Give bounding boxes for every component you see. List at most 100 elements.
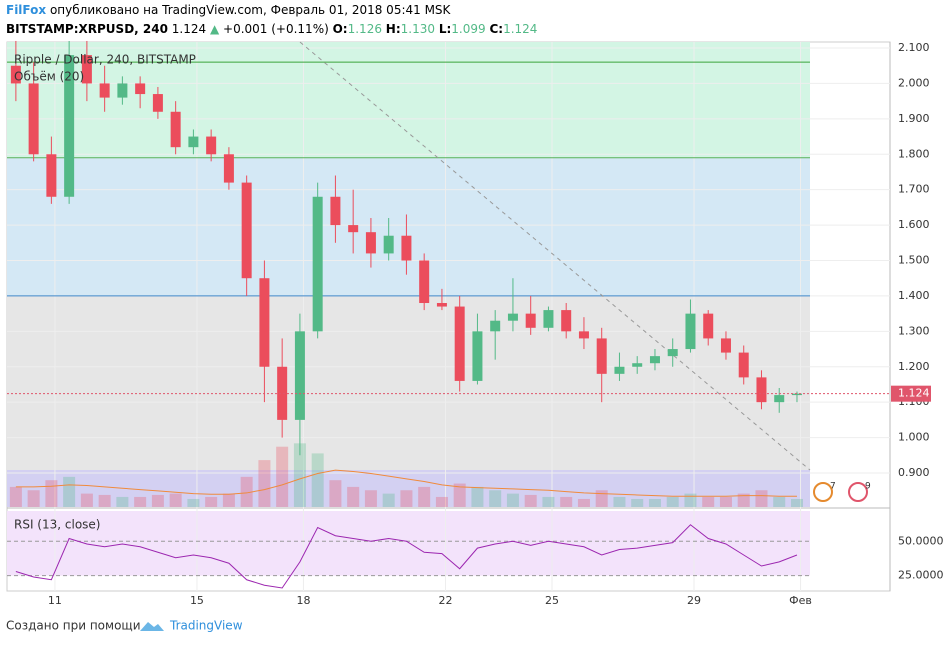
volume-bar (293, 443, 306, 507)
candle-body (46, 154, 57, 197)
candle-body (312, 196, 323, 332)
y-tick-label: 0.900 (898, 466, 930, 479)
footer-brand[interactable]: TradingView (169, 619, 243, 633)
volume-bar (311, 453, 324, 507)
candle-body (454, 306, 465, 381)
candle-body (135, 83, 146, 95)
volume-bar (364, 490, 377, 507)
volume-bar (222, 493, 235, 507)
tv-logo (140, 622, 164, 631)
y-tick-label: 1.200 (898, 360, 930, 373)
volume-bar (9, 486, 22, 507)
x-tick-label: 11 (48, 594, 62, 607)
ohlc-line: BITSTAMP:XRPUSD, 240 1.124 ▲ +0.001 (+0.… (6, 22, 537, 36)
l: 1.099 (451, 22, 486, 36)
candle-body (436, 303, 447, 307)
candle-body (259, 278, 270, 367)
candle-body (223, 154, 234, 183)
y-tick-label: 1.600 (898, 218, 930, 231)
volume-bar (205, 496, 218, 507)
x-tick-label: Фев (789, 594, 812, 607)
candle-body (10, 65, 21, 84)
chart-title: Ripple / Dollar, 240, BITSTAMP (14, 53, 196, 67)
plot-frame (6, 41, 891, 592)
zone-middle (7, 157, 810, 296)
c: 1.124 (503, 22, 538, 36)
candle-body (64, 55, 75, 197)
candle-body (507, 313, 518, 321)
candle-body (277, 366, 288, 420)
candle-body (241, 182, 252, 279)
candle-body (720, 338, 731, 353)
o: 1.126 (347, 22, 382, 36)
candle-body (330, 196, 341, 226)
volume-bar (506, 493, 519, 507)
candle-body (632, 363, 643, 367)
candle-body (472, 331, 483, 381)
y-tick-label: 1.000 (898, 431, 930, 444)
y-tick-label: 1.500 (898, 254, 930, 267)
last-price-box (891, 385, 931, 402)
volume-bar (347, 486, 360, 507)
change: +0.001 (+0.11%) (223, 22, 329, 36)
volume-bar (453, 483, 466, 507)
volume-bar (560, 496, 573, 507)
volume-bar (577, 498, 590, 507)
zone-lower (7, 295, 810, 470)
volume-bar (151, 494, 164, 507)
candle-body (401, 235, 412, 261)
price: 1.124 (171, 22, 207, 36)
rsi-title: RSI (13, close) (14, 518, 100, 532)
volume-bar (27, 490, 40, 507)
rsi-tick-label: 25.0000 (898, 569, 944, 582)
publish-line: FilFox опубликовано на TradingView.com, … (6, 3, 450, 17)
y-tick-label: 2.000 (898, 76, 930, 89)
volume-bar (63, 476, 76, 507)
volume-bar (542, 496, 555, 507)
volume-bar (471, 486, 484, 507)
volume-bar (684, 493, 697, 507)
y-tick-label: 1.800 (898, 147, 930, 160)
volume-bar (116, 496, 129, 507)
l-label: L: (438, 22, 452, 36)
h: 1.130 (400, 22, 435, 36)
volume-bar (329, 480, 342, 507)
candle-body (188, 136, 199, 148)
h-label: H: (385, 22, 401, 36)
volume-bar (631, 498, 644, 507)
volume-bar (240, 476, 253, 507)
event-count: 7 (830, 482, 836, 492)
volume-title: Объём (20) (14, 70, 84, 84)
volume-bar (719, 496, 732, 507)
trend-line (299, 41, 811, 471)
volume-bar (418, 486, 431, 507)
volume-bar (134, 496, 147, 507)
rsi-tick-label: 50.0000 (898, 534, 944, 547)
candle-body (81, 55, 92, 84)
volume-bar (790, 498, 803, 507)
event-count: 9 (865, 482, 871, 492)
volume-bar (648, 498, 661, 507)
candle-body (28, 83, 39, 155)
volume-bar (80, 493, 93, 507)
candle-body (99, 83, 110, 98)
candle-body (703, 313, 714, 339)
candle-body (667, 349, 678, 357)
x-tick-label: 22 (438, 594, 452, 607)
candle-body (170, 111, 181, 148)
volume-bar (258, 460, 271, 507)
event-badge[interactable] (813, 482, 833, 502)
candle-body (525, 313, 536, 328)
event-badge[interactable] (848, 482, 868, 502)
volume-bar (187, 498, 200, 507)
candle-body (117, 83, 128, 98)
candle-body (791, 393, 802, 396)
x-tick-label: 29 (687, 594, 701, 607)
candle-body (152, 94, 163, 112)
candle-body (419, 260, 430, 304)
footer-text: Создано при помощи (6, 619, 141, 633)
published: опубликовано на TradingView.com, Февраль… (49, 3, 451, 17)
volume-bar (595, 490, 608, 507)
volume-bar (489, 490, 502, 507)
